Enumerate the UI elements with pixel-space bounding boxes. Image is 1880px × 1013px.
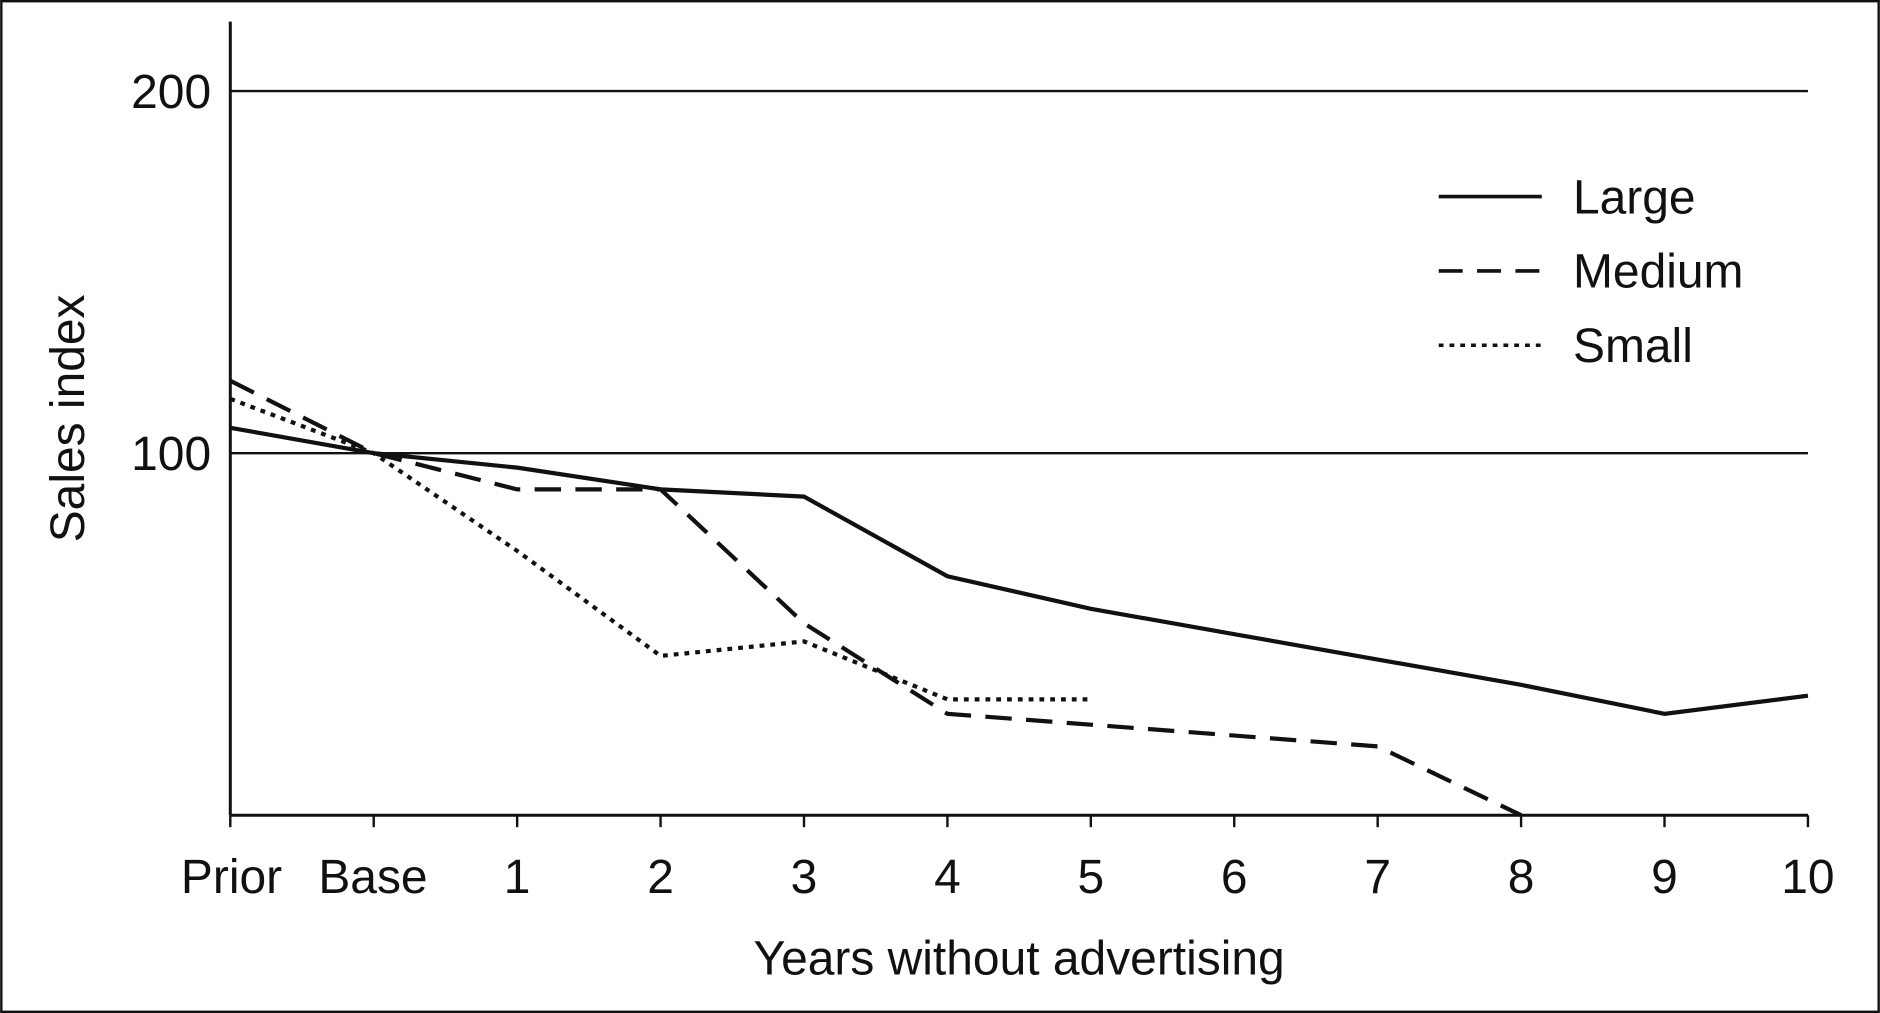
x-tick-label: Base xyxy=(318,851,427,904)
x-tick-label: 7 xyxy=(1364,851,1391,904)
legend-label-small: Small xyxy=(1573,320,1693,373)
x-tick-label: 3 xyxy=(791,851,818,904)
x-tick-label: 5 xyxy=(1077,851,1104,904)
x-axis-label: Years without advertising xyxy=(754,933,1285,986)
x-tick-label: 10 xyxy=(1781,851,1834,904)
x-tick-label: 6 xyxy=(1221,851,1248,904)
x-tick-label: 1 xyxy=(504,851,531,904)
y-tick-label: 200 xyxy=(131,66,211,119)
legend-label-medium: Medium xyxy=(1573,246,1744,299)
y-tick-label: 100 xyxy=(131,428,211,481)
series-line-large xyxy=(229,425,1809,716)
y-axis-label: Sales index xyxy=(42,294,95,542)
legend-label-large: Large xyxy=(1573,171,1696,224)
x-tick-label: 8 xyxy=(1508,851,1535,904)
x-tick-label: 4 xyxy=(934,851,961,904)
x-tick-label: 2 xyxy=(647,851,674,904)
x-tick-label: 9 xyxy=(1651,851,1678,904)
x-tick-label: Prior xyxy=(181,851,282,904)
series-line-small xyxy=(229,396,1091,702)
